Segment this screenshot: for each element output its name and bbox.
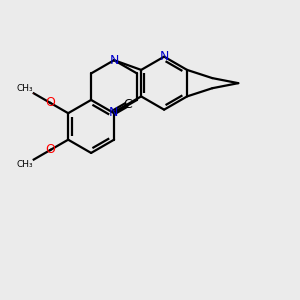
Text: C: C [123,98,131,111]
Text: N: N [110,54,119,67]
Text: N: N [108,106,118,119]
Text: O: O [45,143,55,157]
Text: CH₃: CH₃ [16,160,33,169]
Text: O: O [45,96,55,110]
Text: O: O [33,93,34,94]
Text: CH₃: CH₃ [16,84,33,93]
Text: N: N [159,50,169,63]
